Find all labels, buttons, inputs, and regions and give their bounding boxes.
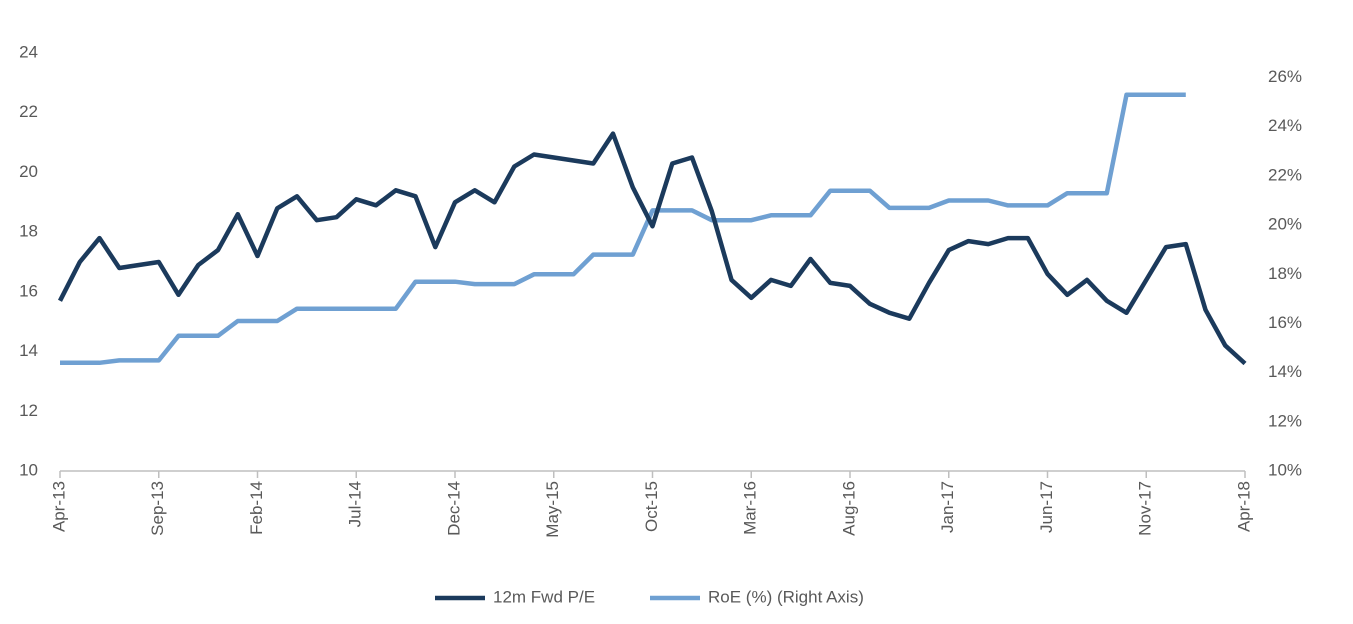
legend-label: RoE (%) (Right Axis)	[708, 587, 864, 606]
y-tick-label: 20	[19, 162, 38, 181]
x-tick-label: Nov-17	[1136, 481, 1155, 536]
x-tick-label: Jul-14	[346, 481, 365, 527]
y2-tick-label: 20%	[1268, 215, 1302, 234]
x-tick-label: Jun-17	[1037, 481, 1056, 533]
y2-tick-label: 12%	[1268, 411, 1302, 430]
y2-tick-label: 16%	[1268, 313, 1302, 332]
y2-tick-label: 26%	[1268, 67, 1302, 86]
x-tick-label: Oct-15	[642, 481, 661, 532]
y2-tick-label: 22%	[1268, 165, 1302, 184]
x-tick-label: Feb-14	[247, 481, 266, 535]
x-tick-label: Dec-14	[444, 481, 463, 536]
y-tick-label: 22	[19, 102, 38, 121]
y2-tick-label: 10%	[1268, 460, 1302, 479]
y-tick-label: 16	[19, 281, 38, 300]
y2-tick-label: 18%	[1268, 264, 1302, 283]
y2-tick-label: 14%	[1268, 362, 1302, 381]
y-tick-label: 12	[19, 401, 38, 420]
x-tick-label: Aug-16	[839, 481, 858, 536]
y-tick-label: 14	[19, 341, 38, 360]
x-tick-label: Apr-13	[49, 481, 68, 532]
legend-label: 12m Fwd P/E	[493, 587, 595, 606]
x-tick-label: Mar-16	[741, 481, 760, 535]
y-tick-label: 10	[19, 460, 38, 479]
y-tick-label: 24	[19, 42, 38, 61]
x-tick-label: May-15	[543, 481, 562, 538]
y2-tick-label: 24%	[1268, 116, 1302, 135]
x-tick-label: Sep-13	[148, 481, 167, 536]
x-tick-label: Apr-18	[1234, 481, 1253, 532]
series-line	[57, 131, 1247, 366]
x-tick-label: Jan-17	[938, 481, 957, 533]
series-line	[60, 92, 1186, 366]
y-tick-label: 18	[19, 222, 38, 241]
